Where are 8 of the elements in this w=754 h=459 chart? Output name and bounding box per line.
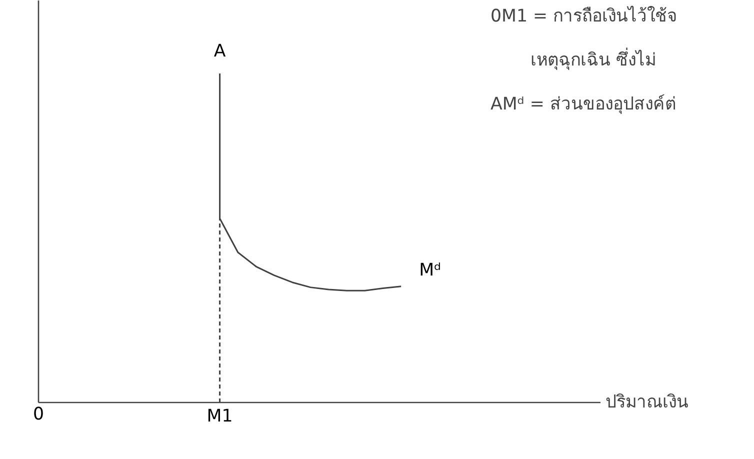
text: เหตุฉุกเฉิน ซึ่งไม่ (530, 48, 656, 70)
annotation: Mᵈ (419, 260, 442, 280)
x-tick-label: M1 (206, 406, 233, 426)
text: 0M1 = การถือเงินไว้ใช้จ (490, 6, 678, 26)
x-tick-label: 0 (32, 404, 44, 424)
text: AMᵈ = ส่วนของอุปสงค์ต่ (490, 94, 676, 114)
ref-line-label: A (214, 42, 226, 62)
x-axis-title: ปริมาณเงิน (606, 392, 688, 412)
